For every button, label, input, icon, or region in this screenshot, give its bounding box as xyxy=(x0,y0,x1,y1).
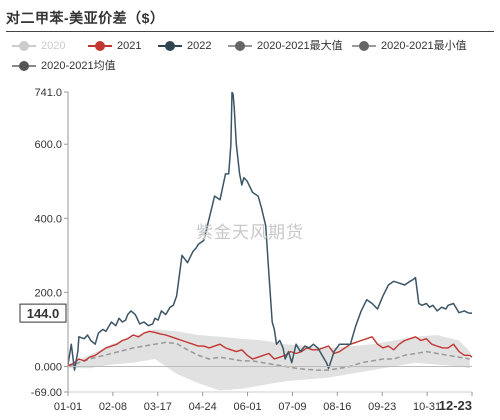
watermark: 紫金天风期货 xyxy=(196,223,304,242)
x-tick-label: 10-31 xyxy=(413,401,441,413)
chart-title: 对二甲苯-美亚价差（$） xyxy=(6,10,165,26)
y-tick-label: 600.0 xyxy=(34,139,62,151)
x-tick-label: 08-16 xyxy=(323,401,351,413)
x-tick-label: 01-01 xyxy=(54,401,82,413)
x-tick-label: 04-24 xyxy=(189,401,217,413)
x-tick-label: 09-23 xyxy=(368,401,396,413)
legend-marker-min xyxy=(352,41,376,51)
y-tick-label: 200.0 xyxy=(34,287,62,299)
legend-label-2021: 2021 xyxy=(117,40,142,52)
legend-marker-2020 xyxy=(12,41,36,51)
y-tick-label: 741.0 xyxy=(34,87,62,99)
legend-label-mean: 2020-2021均值 xyxy=(41,60,116,72)
current-value-label: 144.0 xyxy=(27,306,60,321)
legend-marker-mean xyxy=(12,61,36,71)
series-line-2022 xyxy=(67,91,472,371)
legend-marker-2022 xyxy=(158,41,182,51)
current-value-box xyxy=(19,303,67,323)
x-tick-label: 03-17 xyxy=(144,401,172,413)
series-line-2021 xyxy=(67,330,473,367)
y-tick-label: 400.0 xyxy=(34,213,62,225)
x-tick-label: 06-01 xyxy=(233,401,261,413)
legend-label-2020: 2020 xyxy=(41,40,66,52)
min-max-band xyxy=(68,329,470,391)
legend-marker-2021 xyxy=(88,41,112,51)
legend-marker-max xyxy=(228,41,252,51)
y-tick-label: 0.000 xyxy=(34,361,62,373)
title-divider xyxy=(6,31,494,32)
y-tick-label: -69.00 xyxy=(31,387,62,399)
legend-label-max: 2020-2021最大值 xyxy=(257,40,343,52)
x-tick-label: 07-09 xyxy=(278,401,306,413)
legend-label-2022: 2022 xyxy=(187,40,212,52)
legend-label-min: 2020-2021最小值 xyxy=(381,40,467,52)
x-tick-label: 02-08 xyxy=(99,401,127,413)
x-tick-label: 12-23 xyxy=(439,398,472,413)
